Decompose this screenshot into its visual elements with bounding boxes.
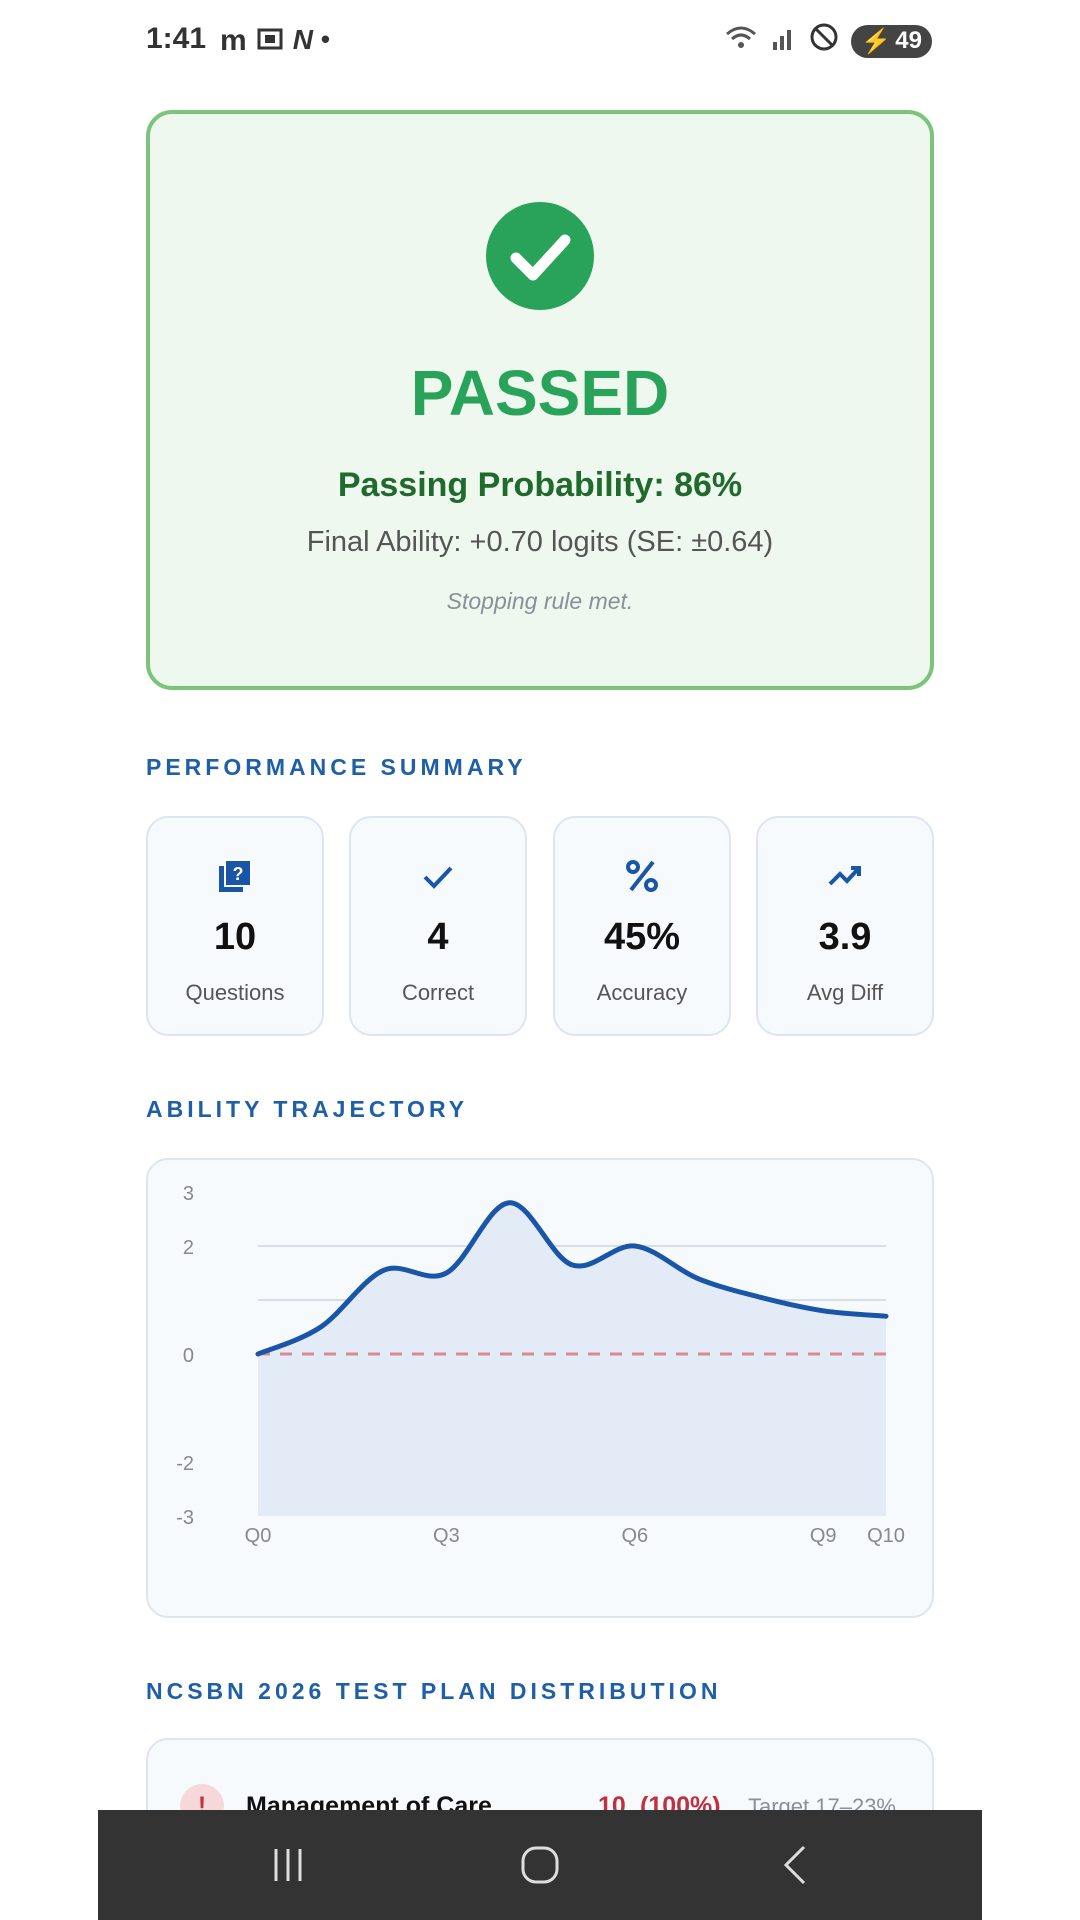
metric-value: 4 — [427, 916, 449, 958]
metric-label: Avg Diff — [806, 980, 884, 1005]
y-tick-label: -2 — [176, 1453, 194, 1475]
y-tick-label: 3 — [183, 1183, 194, 1205]
x-tick-label: Q10 — [867, 1525, 905, 1547]
wifi-icon — [723, 22, 759, 60]
percent-icon — [555, 856, 729, 896]
metric-value: 45% — [603, 916, 681, 958]
metrics-row: ? 10 Questions 4 Correct 45% Accuracy 3.… — [146, 816, 934, 1038]
battery-level: 49 — [895, 27, 922, 54]
passing-probability: Passing Probability: 86% — [337, 466, 743, 504]
ability-line — [255, 1200, 889, 1357]
result-card: PASSED Passing Probability: 86% Final Ab… — [146, 110, 934, 690]
back-icon[interactable] — [756, 1840, 836, 1890]
x-tick-label: Q3 — [433, 1525, 460, 1547]
result-title: PASSED — [410, 357, 670, 429]
signal-icon — [771, 22, 797, 60]
test-plan-heading: NCSBN 2026 TEST PLAN DISTRIBUTION — [146, 1678, 722, 1704]
ability-chart: 3 2 0 -2 -3 Q0 Q3 Q6 Q9 Q10 — [146, 1158, 934, 1618]
svg-text:?: ? — [233, 864, 244, 884]
metric-label: Correct — [401, 980, 475, 1005]
dnd-icon — [809, 22, 839, 60]
y-tick-label: 0 — [183, 1345, 194, 1367]
final-ability: Final Ability: +0.70 logits (SE: ±0.64) — [306, 526, 774, 558]
metric-questions: ? 10 Questions — [146, 816, 324, 1036]
x-tick-label: Q6 — [621, 1525, 648, 1547]
performance-summary-heading: PERFORMANCE SUMMARY — [146, 754, 527, 780]
trending-up-icon — [758, 856, 932, 896]
m-icon: m — [220, 24, 247, 57]
metric-label: Accuracy — [596, 980, 688, 1005]
metric-value: 3.9 — [818, 916, 872, 958]
navigation-bar — [98, 1810, 982, 1920]
quiz-icon: ? — [148, 856, 322, 896]
home-icon[interactable] — [500, 1840, 580, 1890]
recent-apps-icon[interactable] — [248, 1840, 328, 1890]
dot-icon: • — [320, 24, 331, 54]
check-circle-icon — [486, 202, 594, 310]
ability-trajectory-heading: ABILITY TRAJECTORY — [146, 1096, 469, 1122]
x-tick-label: Q0 — [245, 1525, 272, 1547]
metric-label: Questions — [185, 980, 285, 1005]
metric-correct: 4 Correct — [349, 816, 527, 1036]
screenshot-icon — [255, 24, 285, 61]
n-icon: N — [292, 24, 313, 55]
y-tick-label: 2 — [183, 1237, 194, 1259]
x-tick-label: Q9 — [810, 1525, 837, 1547]
ability-chart-svg: 3 2 0 -2 -3 Q0 Q3 Q6 Q9 Q10 — [176, 1183, 905, 1547]
metric-avg-diff: 3.9 Avg Diff — [756, 816, 934, 1036]
stopping-rule-note: Stopping rule met. — [446, 588, 634, 614]
chart-area-fill — [258, 1202, 886, 1516]
system-icons: ⚡ 49 — [723, 22, 932, 60]
status-bar: 1:41 m N • ⚡ 49 — [98, 0, 982, 84]
check-icon — [351, 856, 525, 896]
app-screen: 1:41 m N • ⚡ 49 — [98, 0, 982, 1920]
charging-icon: ⚡ — [861, 27, 892, 55]
metric-accuracy: 45% Accuracy — [553, 816, 731, 1036]
metric-value: 10 — [213, 916, 257, 958]
notification-icons: m N • — [220, 24, 330, 61]
y-tick-label: -3 — [176, 1507, 194, 1529]
battery-indicator: ⚡ 49 — [851, 24, 932, 58]
status-time: 1:41 — [146, 22, 207, 55]
